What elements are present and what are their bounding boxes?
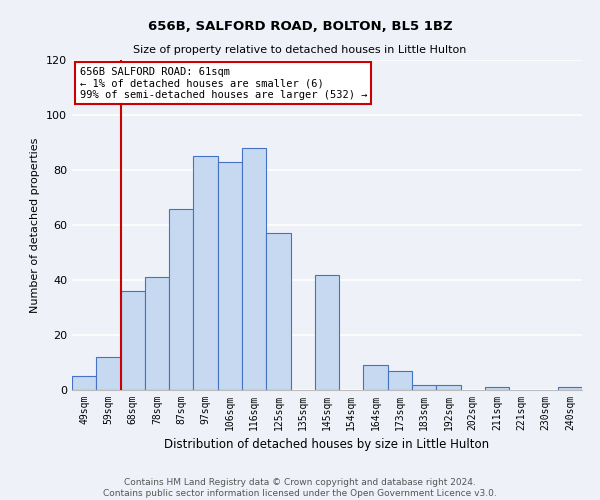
Bar (169, 208, 193, 390)
Text: 656B, SALFORD ROAD, BOLTON, BL5 1BZ: 656B, SALFORD ROAD, BOLTON, BL5 1BZ (148, 20, 452, 33)
Bar (242, 148, 266, 390)
Bar (145, 277, 169, 390)
Text: 656B SALFORD ROAD: 61sqm
← 1% of detached houses are smaller (6)
99% of semi-det: 656B SALFORD ROAD: 61sqm ← 1% of detache… (80, 66, 367, 100)
Bar (121, 291, 145, 390)
Bar (96, 357, 121, 390)
Bar (193, 156, 218, 390)
Bar (436, 384, 461, 390)
Y-axis label: Number of detached properties: Number of detached properties (31, 138, 40, 312)
Bar (315, 274, 339, 390)
Bar (266, 233, 290, 390)
Bar (364, 365, 388, 390)
Text: Contains HM Land Registry data © Crown copyright and database right 2024.
Contai: Contains HM Land Registry data © Crown c… (103, 478, 497, 498)
Text: Size of property relative to detached houses in Little Hulton: Size of property relative to detached ho… (133, 45, 467, 55)
Bar (72, 376, 96, 390)
Bar (218, 162, 242, 390)
Bar (485, 387, 509, 390)
Bar (412, 384, 436, 390)
X-axis label: Distribution of detached houses by size in Little Hulton: Distribution of detached houses by size … (164, 438, 490, 452)
Bar (388, 371, 412, 390)
Bar (558, 387, 582, 390)
